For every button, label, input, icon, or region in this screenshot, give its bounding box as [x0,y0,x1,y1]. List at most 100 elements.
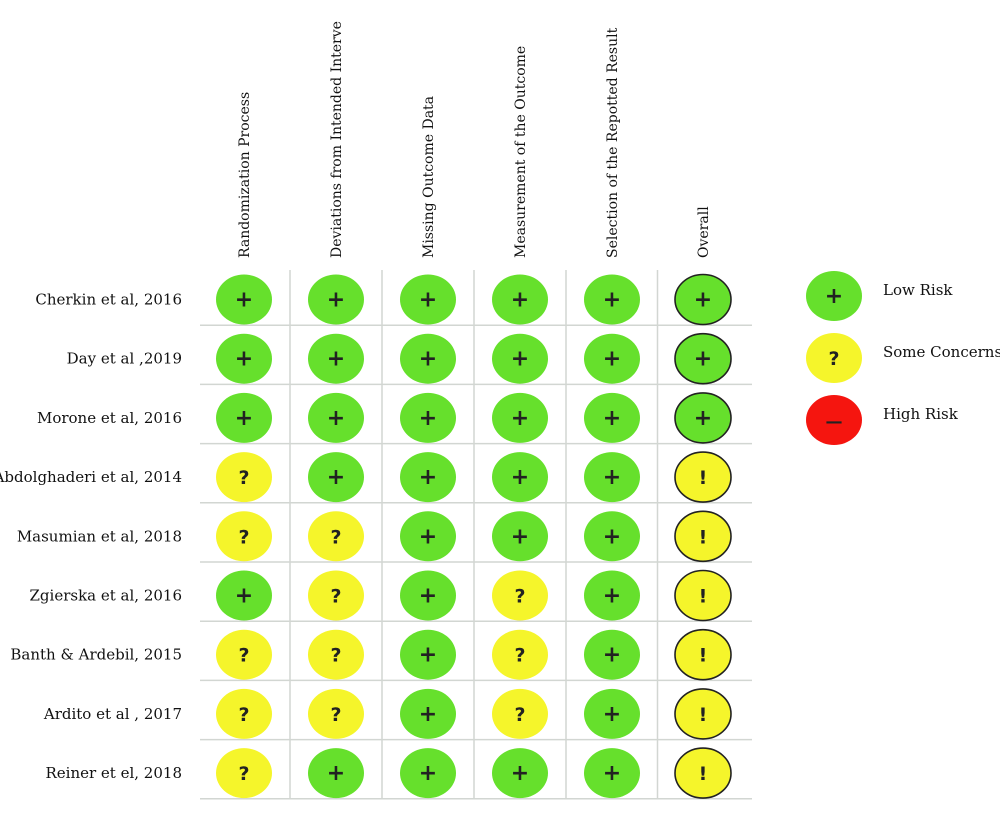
rating-circle [216,511,272,562]
rating-symbol: + [419,406,437,431]
rating-symbol: + [419,643,437,668]
rating-circle [674,510,732,563]
rating-symbol: ? [330,586,341,608]
rating-mark: + [216,570,272,621]
rating-symbol: + [235,347,253,372]
rating-symbol: + [694,347,712,372]
rating-mark: + [492,392,548,443]
rating-mark: + [492,748,548,799]
rating-mark: + [216,333,272,384]
rating-mark: + [400,688,456,739]
legend-symbol: ? [828,348,839,370]
rating-mark: + [584,688,640,739]
rating-symbol: ? [330,704,341,726]
rating-circle [492,570,548,621]
rating-mark: ? [308,511,364,562]
rating-circle [492,392,548,443]
rating-circle [308,629,364,680]
rating-symbol: + [327,406,345,431]
rating-circle [308,748,364,799]
study-label: Ardito et al , 2017 [43,705,182,723]
rating-circle [216,748,272,799]
rating-symbol: + [694,406,712,431]
rating-circle [492,274,548,325]
rating-symbol: + [603,643,621,668]
rating-mark: ? [308,688,364,739]
rating-circle [216,629,272,680]
rating-symbol: + [327,465,345,490]
study-label: Day et al ,2019 [67,350,182,368]
rating-mark: + [492,333,548,384]
rating-circle [400,333,456,384]
rating-symbol: + [419,465,437,490]
rating-mark: ! [674,569,732,622]
study-label: Cherkin et al, 2016 [35,291,182,309]
rating-circle [308,570,364,621]
rating-symbol: + [419,347,437,372]
rating-symbol: ? [238,763,249,785]
rating-circle [308,333,364,384]
rating-circle [308,392,364,443]
rating-circle [492,452,548,503]
rating-symbol: ? [238,467,249,489]
rating-circle [400,511,456,562]
rating-circle [400,629,456,680]
column-header: Overall [696,206,712,258]
rating-mark: + [584,452,640,503]
rating-mark: ! [674,510,732,563]
rating-mark: ! [674,628,732,681]
study-label: Abdolghaderi et al, 2014 [0,468,182,486]
rating-symbol: + [511,347,529,372]
rating-mark: + [584,570,640,621]
rating-mark: + [492,452,548,503]
legend-label: Some Concerns [883,343,1000,361]
rating-circle [584,629,640,680]
rating-mark: ? [492,629,548,680]
legend-item: — High Risk [806,395,959,445]
rating-circle [492,688,548,739]
column-header: Missing Outcome Data [421,96,437,258]
legend-item: ? Some Concerns [806,333,1000,383]
rating-symbol: ? [514,704,525,726]
rating-circle [400,748,456,799]
legend-swatch [806,271,862,321]
rating-mark: + [216,274,272,325]
rating-circle [584,452,640,503]
rating-mark: ! [674,688,732,740]
rating-symbol: ? [330,645,341,667]
rating-circle [216,570,272,621]
rating-mark: + [400,629,456,680]
legend-swatch [806,395,862,445]
rating-symbol: ! [699,645,708,667]
rating-mark: + [584,748,640,799]
rating-circle [674,332,732,385]
rating-symbol: ? [238,526,249,548]
column-header: Deviations from Intended Interve [329,21,345,258]
rating-circle [674,747,732,799]
rating-mark: + [400,511,456,562]
rating-mark: ? [492,570,548,621]
rating-circle [584,570,640,621]
rating-circle [584,392,640,443]
rating-circle [400,274,456,325]
rating-symbol: + [419,584,437,609]
rating-circle [584,748,640,799]
rating-mark: + [584,333,640,384]
rating-symbol: ! [699,763,708,785]
rating-symbol: + [419,524,437,549]
rating-mark: + [400,392,456,443]
rating-symbol: ! [699,467,708,489]
study-label: Banth & Ardebil, 2015 [10,646,182,664]
rating-circle [216,333,272,384]
rating-mark: + [400,748,456,799]
study-label: Zgierska et al, 2016 [30,587,183,605]
rating-circle [674,451,732,503]
legend-swatch [806,333,862,383]
rating-circle [308,452,364,503]
rating-circle [492,629,548,680]
rating-symbol: + [511,761,529,786]
rating-symbol: ! [699,526,708,548]
rating-symbol: ! [699,704,708,726]
rating-symbol: + [603,347,621,372]
